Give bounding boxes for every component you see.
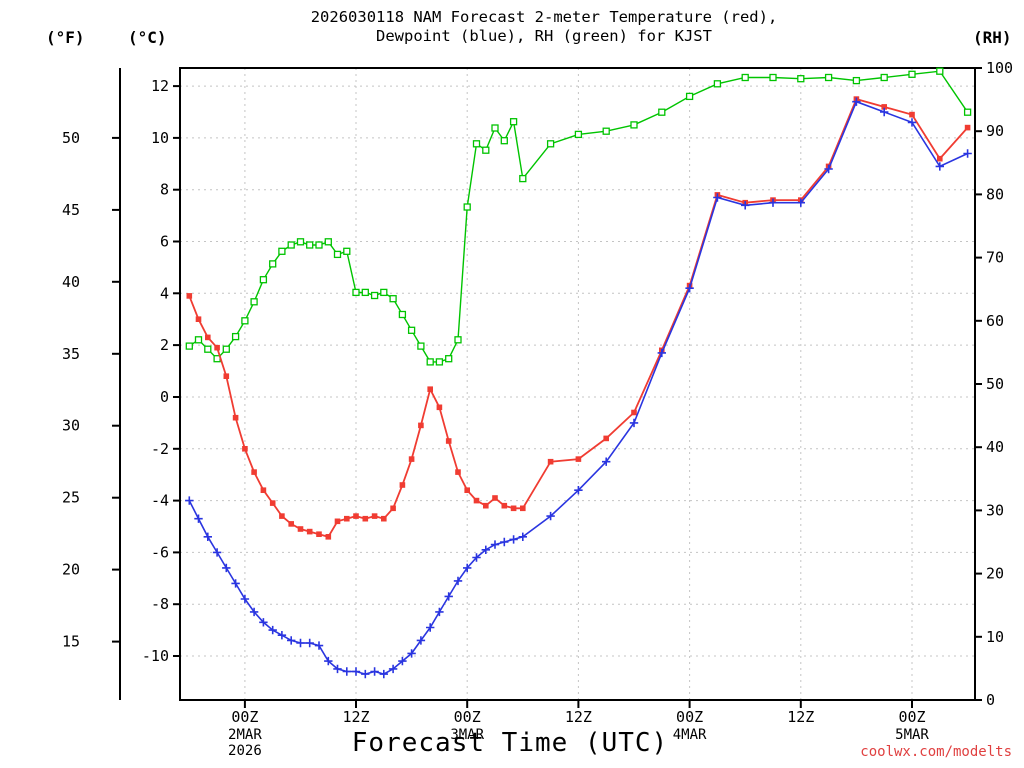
celsius-axis-unit-label: (°C)	[128, 28, 167, 47]
svg-text:35: 35	[62, 345, 80, 363]
svg-text:00Z: 00Z	[898, 708, 925, 726]
svg-text:6: 6	[160, 233, 169, 251]
svg-text:90: 90	[986, 122, 1004, 140]
svg-text:80: 80	[986, 185, 1004, 203]
svg-text:20: 20	[62, 561, 80, 579]
svg-text:100: 100	[986, 59, 1013, 77]
svg-text:3MAR: 3MAR	[450, 727, 484, 743]
svg-text:2026: 2026	[228, 743, 262, 759]
rh-axis-unit-label: (RH)	[973, 28, 1012, 47]
svg-text:30: 30	[986, 501, 1004, 519]
chart-title-line2: Dewpoint (blue), RH (green) for KJST	[376, 27, 712, 45]
x-axis-title: Forecast Time (UTC)	[351, 728, 669, 758]
svg-text:00Z: 00Z	[454, 708, 481, 726]
svg-text:30: 30	[62, 417, 80, 435]
svg-text:25: 25	[62, 489, 80, 507]
chart-title-line1: 2026030118 NAM Forecast 2-meter Temperat…	[310, 8, 778, 26]
fahrenheit-axis-unit-label: (°F)	[46, 28, 85, 47]
svg-text:00Z: 00Z	[676, 708, 703, 726]
svg-text:-6: -6	[151, 543, 169, 561]
svg-text:40: 40	[986, 438, 1004, 456]
watermark-link[interactable]: coolwx.com/modelts	[860, 744, 1012, 760]
svg-text:70: 70	[986, 249, 1004, 267]
svg-text:12Z: 12Z	[342, 708, 369, 726]
svg-text:10: 10	[151, 129, 169, 147]
svg-text:20: 20	[986, 565, 1004, 583]
svg-text:2: 2	[160, 336, 169, 354]
svg-text:40: 40	[62, 273, 80, 291]
svg-text:12Z: 12Z	[565, 708, 592, 726]
svg-text:-10: -10	[142, 647, 169, 665]
svg-text:-4: -4	[151, 492, 169, 510]
svg-text:-8: -8	[151, 595, 169, 613]
svg-text:60: 60	[986, 312, 1004, 330]
svg-text:5MAR: 5MAR	[895, 727, 929, 743]
svg-text:0: 0	[986, 691, 995, 709]
svg-text:4MAR: 4MAR	[673, 727, 707, 743]
svg-text:00Z: 00Z	[231, 708, 258, 726]
svg-text:12: 12	[151, 77, 169, 95]
svg-text:12Z: 12Z	[787, 708, 814, 726]
svg-text:10: 10	[986, 628, 1004, 646]
svg-text:4: 4	[160, 284, 169, 302]
svg-text:8: 8	[160, 181, 169, 199]
svg-text:15: 15	[62, 633, 80, 651]
svg-text:2MAR: 2MAR	[228, 727, 262, 743]
svg-text:45: 45	[62, 201, 80, 219]
svg-text:50: 50	[62, 129, 80, 147]
svg-text:-2: -2	[151, 440, 169, 458]
svg-text:50: 50	[986, 375, 1004, 393]
svg-text:0: 0	[160, 388, 169, 406]
